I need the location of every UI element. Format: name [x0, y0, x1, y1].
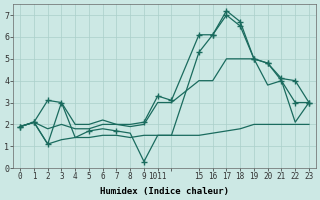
- X-axis label: Humidex (Indice chaleur): Humidex (Indice chaleur): [100, 187, 229, 196]
